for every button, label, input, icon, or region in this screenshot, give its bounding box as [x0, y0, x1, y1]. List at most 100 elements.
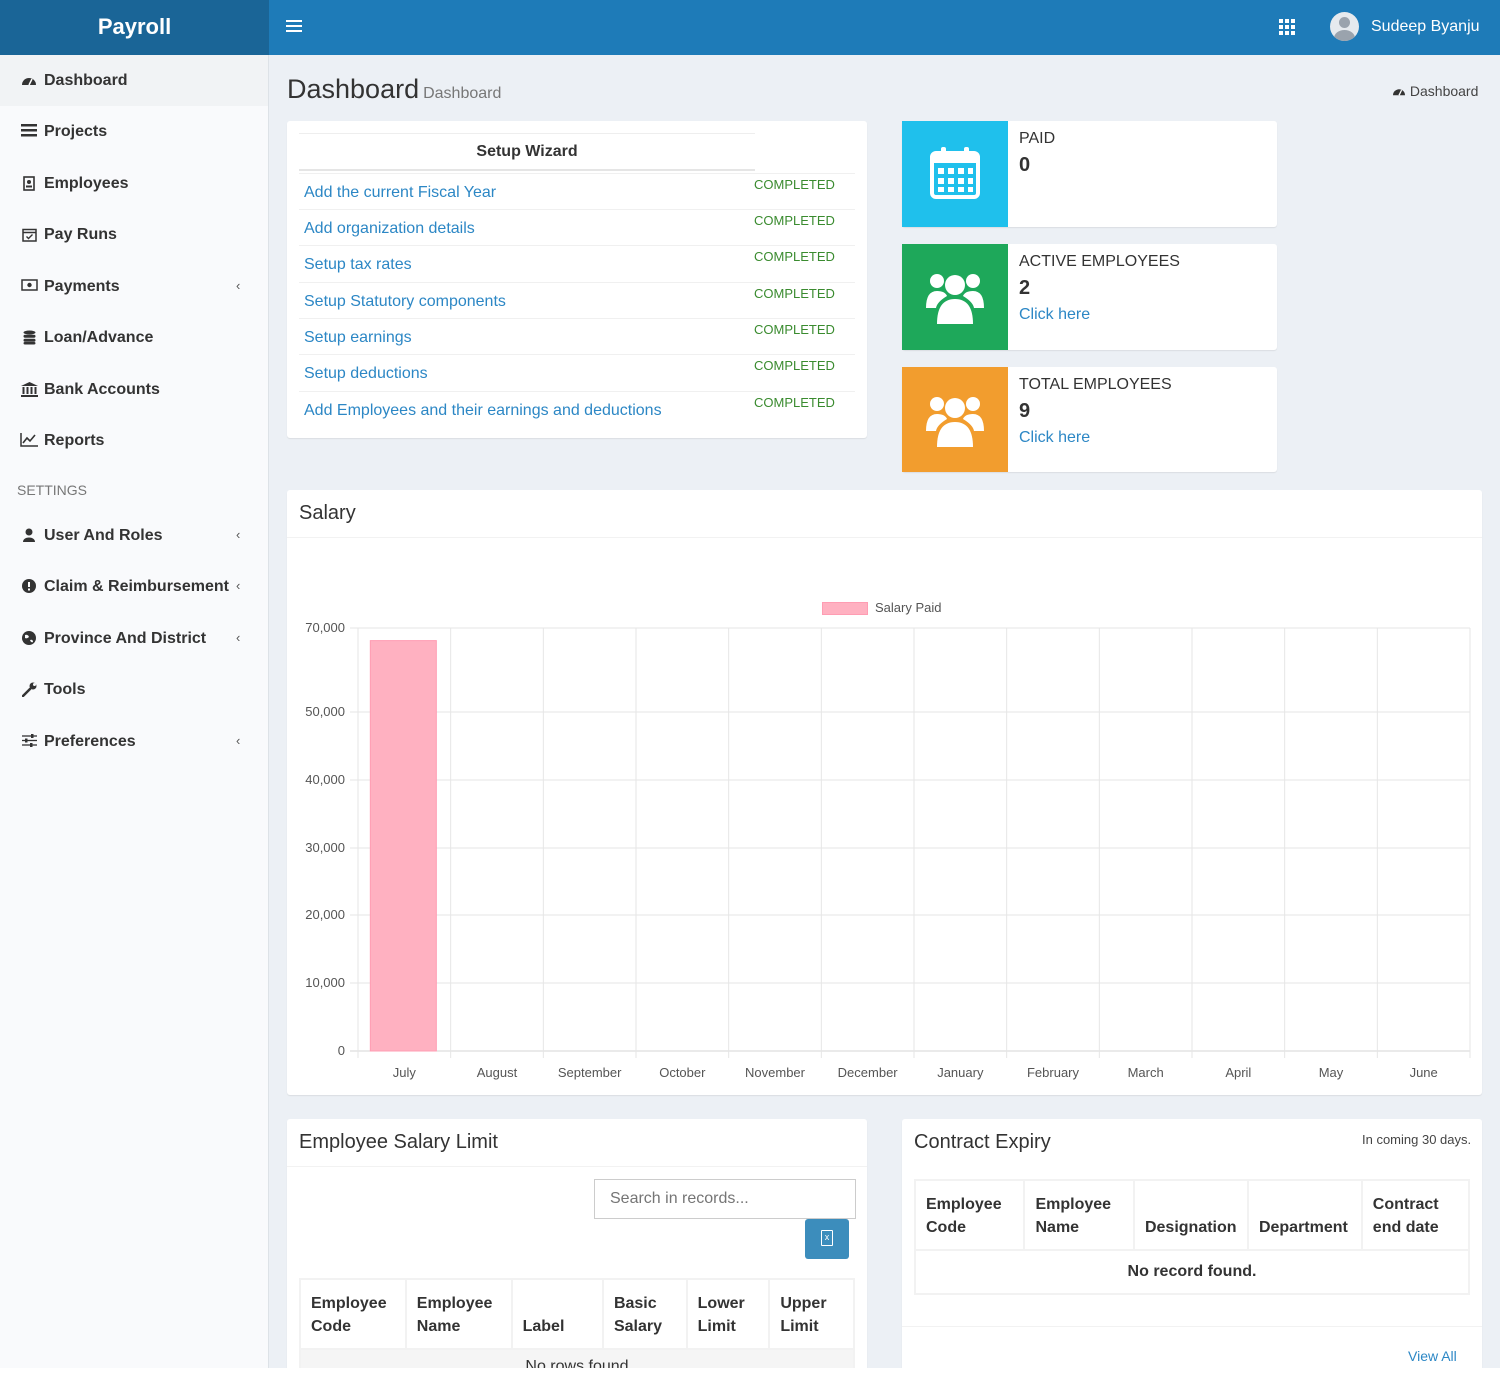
x-tick-label: June	[1410, 1065, 1438, 1080]
sidebar-item-dashboard[interactable]: Dashboard	[0, 55, 268, 106]
chevron-left-icon: ‹	[236, 630, 241, 645]
chevron-left-icon: ‹	[236, 733, 241, 748]
sidebar-item-pay-runs[interactable]: Pay Runs	[0, 209, 268, 260]
wizard-step-link[interactable]: Setup deductions	[304, 365, 428, 382]
breadcrumb[interactable]: Dashboard	[1392, 83, 1478, 99]
sidebar-item-label: Claim & Reimbursement	[44, 578, 229, 595]
x-tick-label: February	[1027, 1065, 1080, 1080]
column-header[interactable]: Label	[510, 1278, 604, 1350]
sidebar-item-loan-advance[interactable]: Loan/Advance	[0, 312, 268, 363]
wizard-step: Setup deductions COMPLETED	[299, 354, 855, 390]
sidebar: Dashboard Projects Employees Pay Runs Pa…	[0, 55, 269, 1368]
top-navbar: Payroll Sudeep Byanju	[0, 0, 1500, 55]
sidebar-item-label: Employees	[44, 175, 129, 192]
menu-toggle-icon[interactable]	[286, 17, 302, 37]
wizard-step-link[interactable]: Add Employees and their earnings and ded…	[304, 402, 662, 419]
bar	[369, 640, 437, 1052]
contract-expiry-panel: Contract Expiry In coming 30 days. Emplo…	[902, 1119, 1482, 1368]
empty-row: No rows found	[299, 1348, 855, 1368]
wrench-icon	[20, 682, 38, 698]
app-logo[interactable]: Payroll	[0, 0, 269, 55]
sidebar-item-user-and-roles[interactable]: User And Roles ‹	[0, 510, 268, 561]
wizard-step-status: COMPLETED	[754, 249, 835, 264]
sidebar-item-label: Bank Accounts	[44, 381, 160, 398]
column-header[interactable]: Contract end date	[1360, 1179, 1471, 1251]
calendar-check-icon	[20, 227, 38, 243]
column-header[interactable]: Employee Name	[404, 1278, 513, 1350]
info-box-value: 2	[1019, 277, 1031, 299]
column-header[interactable]: Designation	[1132, 1179, 1249, 1251]
column-header[interactable]: Employee Name	[1023, 1179, 1135, 1251]
globe-icon	[20, 631, 38, 647]
breadcrumb-label: Dashboard	[1409, 83, 1479, 99]
wizard-step: Setup earnings COMPLETED	[299, 318, 855, 354]
contract-expiry-table: Employee Code Employee Name Designation De…	[913, 1179, 1471, 1295]
sidebar-item-province-and-district[interactable]: Province And District ‹	[0, 613, 268, 664]
avatar	[1330, 12, 1359, 41]
user-icon	[20, 528, 38, 544]
wizard-step-status: COMPLETED	[754, 358, 835, 373]
sidebar-item-label: Preferences	[44, 733, 136, 750]
wizard-step-status: COMPLETED	[754, 322, 835, 337]
x-tick-label: August	[477, 1065, 518, 1080]
sidebar-item-claim-reimbursement[interactable]: Claim & Reimbursement ‹	[0, 561, 268, 612]
main-content: Dashboard Dashboard Dashboard Setup Wizar…	[269, 55, 1500, 1368]
contract-expiry-title: Contract Expiry	[914, 1131, 1051, 1153]
search-input[interactable]	[594, 1179, 856, 1219]
x-tick-label: May	[1319, 1065, 1344, 1080]
column-header[interactable]: Employee Code	[913, 1179, 1026, 1251]
wizard-step-link[interactable]: Setup Statutory components	[304, 293, 506, 310]
users-icon	[902, 244, 1008, 350]
wizard-step: Add organization details COMPLETED	[299, 209, 855, 245]
line-chart-icon	[20, 433, 38, 449]
sidebar-item-label: Dashboard	[44, 72, 128, 89]
column-header[interactable]: Employee Code	[299, 1278, 407, 1350]
database-icon	[20, 330, 38, 346]
sidebar-settings-header: SETTINGS	[17, 482, 88, 498]
sidebar-item-label: User And Roles	[44, 527, 163, 544]
export-excel-button[interactable]: x	[805, 1219, 849, 1259]
info-box-title: TOTAL EMPLOYEES	[1019, 376, 1172, 393]
sidebar-item-employees[interactable]: Employees	[0, 158, 268, 209]
view-all-link[interactable]: View All	[1408, 1348, 1457, 1364]
info-box-title: PAID	[1019, 130, 1056, 147]
y-tick-label: 40,000	[305, 772, 345, 787]
column-header[interactable]: Upper Limit	[768, 1278, 855, 1350]
excel-file-icon: x	[821, 1230, 833, 1246]
empty-row: No record found.	[914, 1249, 1470, 1295]
click-here-link[interactable]: Click here	[1019, 429, 1091, 446]
info-box-value: 0	[1019, 154, 1031, 176]
wizard-step-link[interactable]: Add organization details	[304, 220, 475, 237]
x-tick-label: March	[1128, 1065, 1164, 1080]
apps-grid-icon[interactable]	[1279, 19, 1295, 35]
sidebar-item-reports[interactable]: Reports	[0, 415, 268, 466]
calendar-icon	[902, 121, 1008, 227]
contract-expiry-subtitle: In coming 30 days.	[1362, 1132, 1472, 1147]
wizard-step: Add the current Fiscal Year COMPLETED	[299, 173, 855, 209]
legend-swatch[interactable]	[822, 602, 868, 615]
x-tick-label: October	[659, 1065, 706, 1080]
sidebar-item-bank-accounts[interactable]: Bank Accounts	[0, 364, 268, 415]
sidebar-item-label: Loan/Advance	[44, 329, 154, 346]
list-icon	[20, 124, 38, 140]
wizard-step-link[interactable]: Add the current Fiscal Year	[304, 184, 497, 201]
sidebar-item-preferences[interactable]: Preferences ‹	[0, 716, 268, 767]
sidebar-item-tools[interactable]: Tools	[0, 664, 268, 715]
wizard-step-status: COMPLETED	[754, 395, 835, 410]
wizard-step-link[interactable]: Setup earnings	[304, 329, 412, 346]
wizard-step-link[interactable]: Setup tax rates	[304, 256, 412, 273]
column-header[interactable]: Department	[1246, 1179, 1363, 1251]
sidebar-item-label: Reports	[44, 432, 105, 449]
salary-panel: Salary Salary Paid 0 10,000 20,000 30,000 40…	[287, 490, 1482, 1095]
page-subtitle: Dashboard	[423, 85, 502, 102]
chevron-left-icon: ‹	[236, 278, 241, 293]
x-tick-label: January	[937, 1065, 984, 1080]
column-header[interactable]: Basic Salary	[601, 1278, 688, 1350]
sidebar-item-projects[interactable]: Projects	[0, 106, 268, 157]
click-here-link[interactable]: Click here	[1019, 306, 1091, 323]
salary-bar-chart: 0 10,000 20,000 30,000 40,000 50,000 70,000 Jul…	[305, 620, 1471, 1080]
bank-icon	[20, 382, 38, 398]
sidebar-item-payments[interactable]: Payments ‹	[0, 261, 268, 312]
column-header[interactable]: Lower Limit	[685, 1278, 771, 1350]
